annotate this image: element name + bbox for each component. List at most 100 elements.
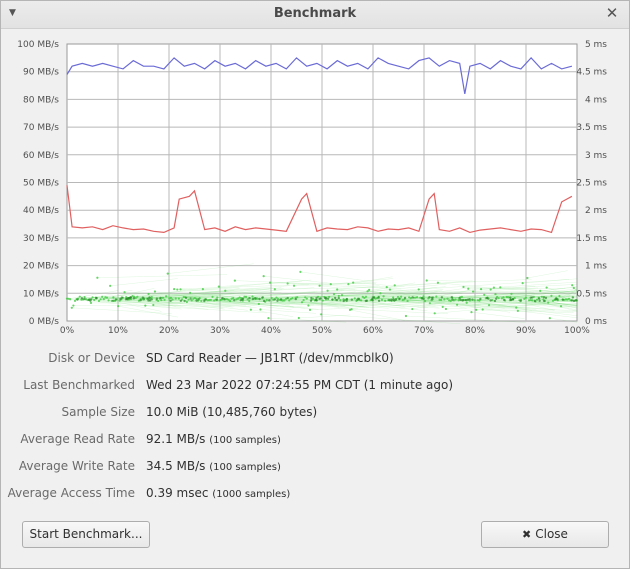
access-point: [112, 296, 115, 299]
access-point-dense: [511, 297, 515, 301]
access-point-dense: [509, 298, 512, 301]
access-point-dense: [268, 299, 271, 302]
access-point-dense: [204, 298, 207, 301]
access-point: [243, 295, 246, 298]
access-point: [380, 298, 384, 302]
access-trace: [417, 297, 547, 303]
y-left-tick-label: 40 MB/s: [23, 206, 59, 216]
access-point: [455, 303, 459, 306]
access-point: [411, 307, 414, 311]
access-point-dense: [335, 298, 339, 302]
y-right-tick-label: 2.5 ms: [576, 179, 607, 189]
y-right-tick-label: 0 ms: [585, 317, 607, 327]
access-point: [227, 298, 230, 301]
access-point-dense: [119, 297, 122, 301]
access-point: [169, 296, 173, 299]
access-point: [385, 286, 388, 289]
access-trace: [316, 299, 428, 311]
access-point-dense: [537, 297, 541, 300]
access-point: [572, 286, 575, 290]
access-trace: [137, 289, 254, 297]
access-time-value-wrap: 0.39 msec (1000 samples): [146, 486, 290, 500]
access-point: [483, 293, 486, 296]
access-trace: [469, 300, 532, 311]
access-point-dense: [428, 296, 431, 299]
access-point: [96, 276, 99, 279]
x-tick-label: 30%: [210, 326, 230, 336]
write-rate-samples: (100 samples): [209, 462, 281, 473]
access-point: [160, 298, 163, 302]
access-point-dense: [294, 297, 297, 301]
access-point: [134, 296, 137, 300]
access-trace: [142, 294, 289, 300]
access-trace: [132, 292, 282, 297]
access-point: [571, 284, 574, 287]
benchmark-chart: 0% 10% 20% 30% 40% 50% 60% 70% 80% 90% 100% 0 MB/s 1…: [1, 29, 629, 341]
access-point-dense: [462, 298, 465, 302]
access-trace: [401, 287, 470, 297]
access-point: [291, 297, 294, 300]
close-icon[interactable]: ✕: [605, 4, 619, 22]
access-trace: [321, 314, 461, 324]
access-point: [228, 299, 232, 303]
access-trace: [246, 291, 315, 297]
access-trace: [522, 278, 578, 284]
access-trace: [367, 282, 415, 292]
access-point: [548, 317, 551, 320]
access-trace: [568, 291, 578, 299]
access-trace: [268, 318, 347, 323]
access-trace: [204, 299, 319, 310]
sample-size-label: Sample Size: [61, 405, 135, 419]
access-point: [150, 295, 153, 299]
access-point: [321, 299, 324, 302]
access-point: [308, 308, 312, 311]
info-row-sample-size: Sample Size 10.0 MiB (10,485,760 bytes): [1, 405, 629, 425]
access-trace: [420, 297, 550, 305]
access-point-dense: [286, 296, 289, 300]
access-trace: [182, 299, 233, 308]
y-right-tick-label: 1 ms: [585, 262, 607, 272]
x-tick-label: 0%: [60, 326, 75, 336]
access-trace: [495, 292, 578, 295]
access-point: [248, 299, 251, 303]
chevron-down-icon[interactable]: ▼: [9, 8, 16, 18]
access-point-dense: [251, 297, 255, 301]
access-trace: [303, 299, 440, 309]
access-point: [497, 297, 500, 300]
access-point: [502, 296, 505, 299]
access-trace: [554, 290, 578, 300]
access-point: [275, 296, 278, 299]
access-trace: [541, 292, 578, 297]
access-trace: [305, 290, 443, 298]
access-trace: [278, 298, 364, 307]
access-trace: [158, 295, 206, 302]
access-point: [473, 299, 476, 302]
access-trace: [130, 290, 186, 300]
access-trace: [349, 309, 405, 321]
access-point: [300, 301, 304, 304]
access-trace: [500, 287, 554, 292]
start-benchmark-button[interactable]: Start Benchmark...: [22, 521, 150, 548]
device-label: Disk or Device: [48, 351, 135, 365]
access-time-value: 0.39 msec: [146, 486, 209, 500]
access-point: [283, 299, 286, 302]
access-point-dense: [440, 296, 444, 299]
access-point-dense: [411, 296, 414, 299]
read-rate-samples: (100 samples): [209, 435, 281, 446]
access-trace: [551, 295, 578, 301]
access-point-dense: [331, 298, 334, 301]
access-trace: [95, 287, 239, 298]
y-right-tick-label: 3.5 ms: [576, 123, 607, 133]
access-trace: [206, 289, 282, 300]
close-button[interactable]: ✖ Close: [481, 521, 609, 548]
info-row-access-time: Average Access Time 0.39 msec (1000 samp…: [1, 486, 629, 506]
access-point: [416, 296, 419, 299]
access-point: [195, 297, 198, 300]
access-point: [72, 304, 75, 307]
access-point-dense: [76, 298, 79, 301]
device-value: SD Card Reader — JB1RT (/dev/mmcblk0): [146, 351, 394, 365]
access-point-dense: [398, 297, 401, 301]
access-point-dense: [95, 296, 98, 300]
y-right-tick-label: 2 ms: [585, 206, 607, 216]
access-point: [91, 296, 94, 299]
